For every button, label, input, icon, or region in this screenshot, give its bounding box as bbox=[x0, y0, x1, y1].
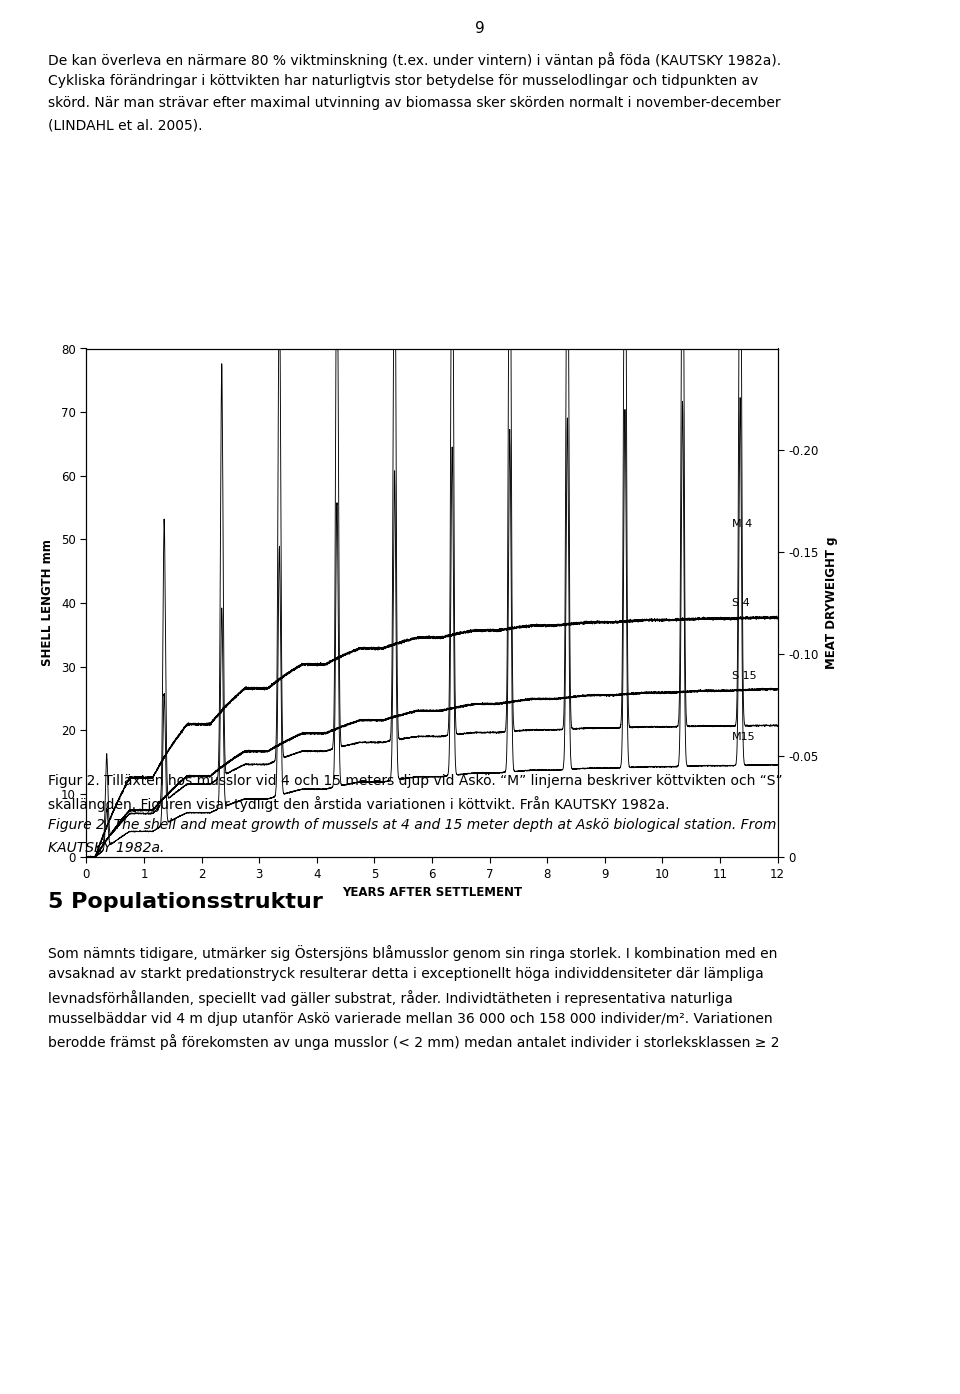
Text: Figure 2. The shell and meat growth of mussels at 4 and 15 meter depth at Askö b: Figure 2. The shell and meat growth of m… bbox=[48, 818, 777, 832]
Text: (LINDAHL et al. 2005).: (LINDAHL et al. 2005). bbox=[48, 118, 203, 132]
Text: S 15: S 15 bbox=[732, 672, 756, 682]
X-axis label: YEARS AFTER SETTLEMENT: YEARS AFTER SETTLEMENT bbox=[342, 887, 522, 899]
Text: levnadsförhållanden, speciellt vad gäller substrat, råder. Individtätheten i rep: levnadsförhållanden, speciellt vad gälle… bbox=[48, 990, 732, 1005]
Y-axis label: MEAT DRYWEIGHT g: MEAT DRYWEIGHT g bbox=[826, 537, 838, 669]
Text: De kan överleva en närmare 80 % viktminskning (t.ex. under vintern) i väntan på : De kan överleva en närmare 80 % viktmins… bbox=[48, 52, 781, 67]
Text: 5 Populationsstruktur: 5 Populationsstruktur bbox=[48, 892, 323, 912]
Text: Figur 2. Tilläxten hos musslor vid 4 och 15 meters djup vid Askö. “M” linjerna b: Figur 2. Tilläxten hos musslor vid 4 och… bbox=[48, 774, 782, 788]
Text: avsaknad av starkt predationstryck resulterar detta i exceptionellt höga individ: avsaknad av starkt predationstryck resul… bbox=[48, 967, 764, 981]
Text: skörd. När man strävar efter maximal utvinning av biomassa sker skörden normalt : skörd. När man strävar efter maximal utv… bbox=[48, 96, 780, 110]
Text: M 4: M 4 bbox=[732, 519, 752, 528]
Text: Cykliska förändringar i köttvikten har naturligtvis stor betydelse för musselodl: Cykliska förändringar i köttvikten har n… bbox=[48, 74, 758, 88]
Text: skallängden. Figuren visar tydligt den årstida variationen i köttvikt. Från KAUT: skallängden. Figuren visar tydligt den å… bbox=[48, 796, 669, 811]
Text: S 4: S 4 bbox=[732, 598, 749, 608]
Y-axis label: SHELL LENGTH mm: SHELL LENGTH mm bbox=[41, 539, 54, 666]
Text: Som nämnts tidigare, utmärker sig Östersjöns blåmusslor genom sin ringa storlek.: Som nämnts tidigare, utmärker sig Östers… bbox=[48, 945, 778, 960]
Text: berodde främst på förekomsten av unga musslor (< 2 mm) medan antalet individer i: berodde främst på förekomsten av unga mu… bbox=[48, 1034, 780, 1050]
Text: M15: M15 bbox=[732, 732, 756, 742]
Text: 9: 9 bbox=[475, 21, 485, 36]
Text: musselbäddar vid 4 m djup utanför Askö varierade mellan 36 000 och 158 000 indiv: musselbäddar vid 4 m djup utanför Askö v… bbox=[48, 1012, 773, 1026]
Text: KAUTSKY 1982a.: KAUTSKY 1982a. bbox=[48, 841, 164, 855]
